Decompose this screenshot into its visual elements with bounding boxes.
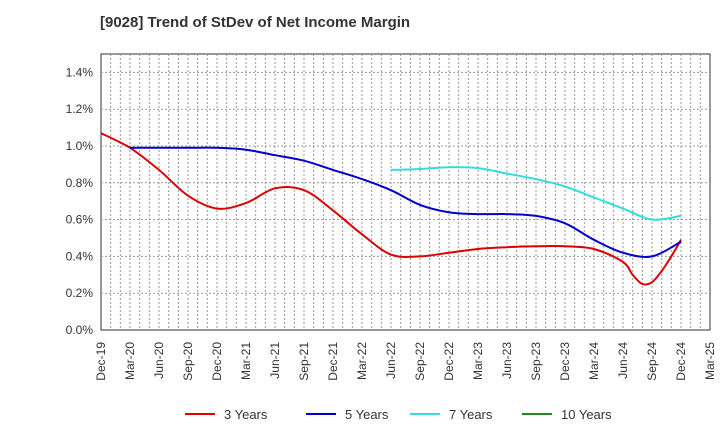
y-tick-label: 1.4% (66, 65, 94, 79)
legend-label-3-years: 3 Years (224, 407, 268, 422)
legend-label-7-years: 7 Years (449, 407, 493, 422)
x-tick-label: Dec-21 (326, 342, 340, 381)
x-tick-label: Mar-25 (703, 342, 717, 380)
x-axis-ticks: Dec-19 Mar-20 Jun-20 Sep-20 Dec-20 Mar-21 Jun-… (94, 342, 717, 381)
series-line-3-years (100, 132, 682, 286)
x-tick-label: Dec-22 (442, 342, 456, 381)
x-tick-label: Mar-22 (355, 342, 369, 380)
x-tick-label: Jun-23 (500, 342, 514, 379)
legend-label-5-years: 5 Years (345, 407, 389, 422)
x-tick-label: Dec-23 (558, 342, 572, 381)
y-tick-label: 1.0% (66, 139, 94, 153)
y-tick-label: 0.8% (66, 176, 94, 190)
legend: 3 Years 5 Years 7 Years 10 Years (185, 407, 612, 422)
x-tick-label: Sep-22 (413, 342, 427, 381)
x-tick-label: Mar-20 (123, 342, 137, 380)
x-tick-label: Jun-21 (268, 342, 282, 379)
y-tick-label: 0.6% (66, 213, 94, 227)
x-tick-label: Mar-23 (471, 342, 485, 380)
x-tick-label: Dec-20 (210, 342, 224, 381)
y-axis-ticks: 0.0% 0.2% 0.4% 0.6% 0.8% 1.0% 1.2% 1.4% (66, 65, 94, 337)
x-tick-label: Mar-21 (239, 342, 253, 380)
x-tick-label: Jun-24 (616, 342, 630, 379)
y-tick-label: 0.2% (66, 286, 94, 300)
x-tick-label: Sep-21 (297, 342, 311, 381)
x-tick-label: Mar-24 (587, 342, 601, 380)
x-tick-label: Sep-24 (645, 342, 659, 381)
y-tick-label: 0.0% (66, 323, 94, 337)
y-tick-label: 1.2% (66, 102, 94, 116)
series-line-5-years (130, 146, 682, 258)
plot-area (100, 53, 711, 331)
x-tick-label: Dec-19 (94, 342, 108, 381)
x-tick-label: Jun-22 (384, 342, 398, 379)
y-tick-label: 0.4% (66, 249, 94, 263)
x-tick-label: Sep-23 (529, 342, 543, 381)
x-tick-label: Dec-24 (674, 342, 688, 381)
series-lines (100, 132, 682, 286)
x-tick-label: Jun-20 (152, 342, 166, 379)
chart-title: [9028] Trend of StDev of Net Income Marg… (100, 14, 411, 31)
legend-label-10-years: 10 Years (561, 407, 612, 422)
series-line-7-years (390, 166, 682, 221)
x-tick-label: Sep-20 (181, 342, 195, 381)
